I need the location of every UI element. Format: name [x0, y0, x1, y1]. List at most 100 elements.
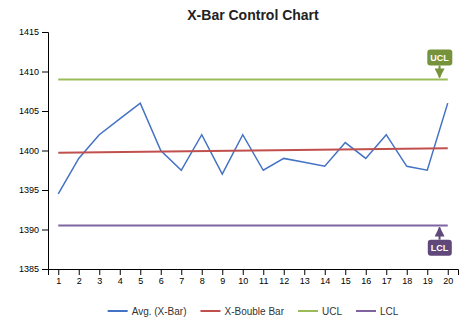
x-tick-label: 20	[443, 276, 453, 286]
x-tick-mark	[448, 269, 449, 275]
annotation-box	[428, 240, 452, 256]
y-tick-mark	[42, 151, 48, 152]
y-tick-mark	[42, 32, 48, 33]
x-tick: 6	[159, 269, 164, 286]
x-tick-label: 7	[179, 276, 184, 286]
x-tick-label: 15	[341, 276, 351, 286]
x-tick-label: 1	[56, 276, 61, 286]
x-tick-label: 13	[300, 276, 310, 286]
x-tick-label: 9	[220, 276, 225, 286]
x-tick-label: 11	[259, 276, 268, 286]
y-tick: 1400	[19, 146, 48, 156]
y-tick-label: 1400	[19, 146, 39, 156]
annotation-box	[427, 50, 452, 66]
y-axis-line	[42, 33, 49, 270]
x-tick: 9	[220, 269, 225, 286]
x-tick-mark	[284, 269, 285, 275]
legend-swatch	[108, 310, 128, 312]
x-tick-mark	[140, 269, 141, 275]
annotation: LCL	[428, 228, 452, 256]
x-tick-label: 6	[159, 276, 164, 286]
x-tick-mark	[427, 269, 428, 275]
x-tick-mark	[181, 269, 182, 275]
x-tick: 15	[341, 269, 351, 286]
y-tick: 1405	[19, 106, 48, 116]
annotation-label: UCL	[430, 53, 449, 63]
x-axis-line	[49, 270, 459, 276]
x-tick-mark	[161, 269, 162, 275]
title: X-Bar Control Chart	[187, 7, 319, 23]
legend-item: LCL	[356, 306, 399, 317]
series-line	[58, 103, 448, 194]
y-tick-label: 1405	[19, 106, 39, 116]
x-tick-mark	[386, 269, 387, 275]
series-line	[58, 225, 448, 227]
legend: Avg. (X-Bar) X-Bouble Bar UCL LCL	[108, 306, 399, 317]
y-tick-label: 1385	[19, 264, 39, 274]
x-tick-mark	[345, 269, 346, 275]
legend-label: X-Bouble Bar	[224, 306, 284, 317]
x-tick: 18	[402, 269, 412, 286]
x-tick-mark	[120, 269, 121, 275]
annotation-arrow	[439, 228, 441, 240]
x-tick-label: 17	[382, 276, 392, 286]
x-tick: 4	[118, 269, 123, 286]
y-tick: 1410	[19, 67, 48, 77]
legend-item: Avg. (X-Bar)	[108, 306, 187, 317]
x-tick-mark	[202, 269, 203, 275]
y-tick: 1415	[19, 27, 48, 37]
x-axis: 1234567891011121314151617181920	[49, 269, 459, 286]
legend-item: UCL	[298, 306, 342, 317]
x-tick-label: 18	[402, 276, 412, 286]
annotation-arrow	[439, 66, 441, 78]
x-tick: 1	[56, 269, 61, 286]
x-tick-mark	[366, 269, 367, 275]
x-tick: 3	[97, 269, 102, 286]
x-tick-label: 3	[97, 276, 102, 286]
x-tick-label: 4	[118, 276, 123, 286]
x-tick-mark	[263, 269, 264, 275]
x-tick: 12	[279, 269, 289, 286]
x-tick-mark	[58, 269, 59, 275]
x-tick-mark	[99, 269, 100, 275]
legend-item: X-Bouble Bar	[200, 306, 284, 317]
y-tick-mark	[42, 111, 48, 112]
x-tick: 10	[238, 269, 248, 286]
y-tick: 1385	[19, 264, 48, 274]
y-tick-mark	[42, 269, 48, 270]
x-tick-label: 5	[138, 276, 143, 286]
y-tick-mark	[42, 72, 48, 73]
x-tick-label: 12	[279, 276, 289, 286]
series-line	[58, 148, 448, 153]
y-tick: 1390	[19, 225, 48, 235]
legend-swatch	[298, 310, 318, 312]
x-tick-label: 8	[200, 276, 205, 286]
x-tick-mark	[325, 269, 326, 275]
y-tick-label: 1390	[19, 225, 39, 235]
plot-area	[58, 79, 448, 225]
annotation-label: LCL	[431, 243, 449, 253]
annotations: UCL LCL	[427, 50, 452, 256]
x-tick-label: 14	[320, 276, 330, 286]
x-tick-mark	[304, 269, 305, 275]
x-tick-mark	[407, 269, 408, 275]
annotation: UCL	[427, 50, 452, 78]
legend-label: UCL	[322, 306, 342, 317]
x-tick: 14	[320, 269, 330, 286]
y-tick-label: 1395	[19, 185, 39, 195]
x-tick: 7	[179, 269, 184, 286]
legend-swatch	[356, 310, 376, 312]
x-tick: 19	[423, 269, 433, 286]
x-tick: 13	[300, 269, 310, 286]
y-tick-label: 1415	[19, 27, 39, 37]
x-tick: 5	[138, 269, 143, 286]
series-line	[58, 78, 448, 80]
x-tick: 8	[200, 269, 205, 286]
x-tick: 2	[77, 269, 82, 286]
y-tick-mark	[42, 190, 48, 191]
chart: X-Bar Control Chart123456789101112131415…	[0, 0, 474, 327]
x-tick-label: 2	[77, 276, 82, 286]
x-tick-mark	[79, 269, 80, 275]
legend-label: LCL	[380, 306, 399, 317]
x-tick-label: 19	[423, 276, 433, 286]
